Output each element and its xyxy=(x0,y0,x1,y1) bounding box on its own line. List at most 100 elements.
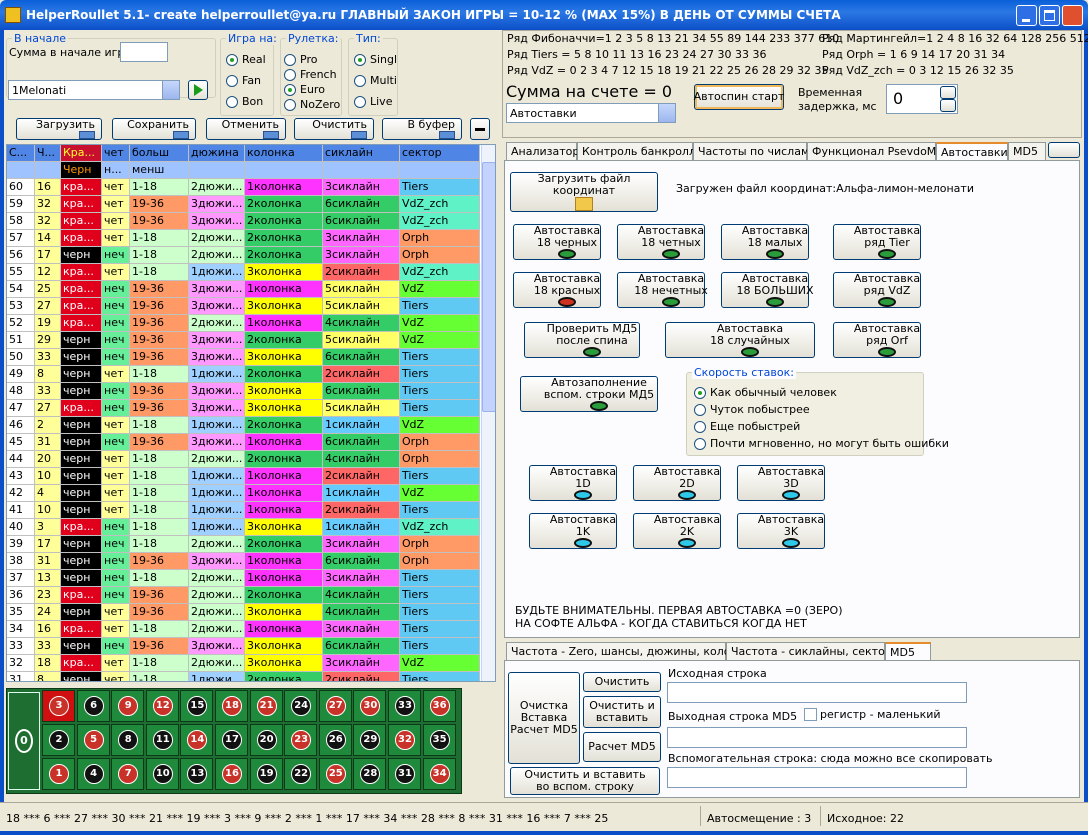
table-cell[interactable]: неч xyxy=(102,536,130,553)
table-cell[interactable]: 3сиклайн xyxy=(323,247,400,264)
roulette-cell[interactable]: 23 xyxy=(284,724,318,756)
radio-button[interactable] xyxy=(354,54,366,66)
table-cell[interactable]: 2дюжи... xyxy=(189,604,245,621)
radio-button[interactable] xyxy=(354,96,366,108)
table-cell[interactable]: VdZ xyxy=(400,655,480,672)
table-cell[interactable]: 12 xyxy=(35,264,61,281)
table-cell[interactable]: 1-18 xyxy=(130,417,189,434)
table-cell[interactable]: 1колонка xyxy=(245,179,323,196)
autobet-button[interactable]: Автоставка 18 красных xyxy=(513,272,601,308)
radio-button[interactable] xyxy=(226,75,238,87)
table-cell[interactable]: Orph xyxy=(400,247,480,264)
table-cell[interactable]: Tiers xyxy=(400,587,480,604)
md5-aux-button[interactable]: Очистить и вставить во вспом. строку xyxy=(510,767,660,795)
table-cell[interactable]: 2дюжи... xyxy=(189,179,245,196)
table-cell[interactable]: 4сиклайн xyxy=(323,604,400,621)
table-cell[interactable]: 3дюжи... xyxy=(189,638,245,655)
table-cell[interactable]: Orph xyxy=(400,434,480,451)
table-cell[interactable]: 2колонка xyxy=(245,451,323,468)
table-cell[interactable]: 19-36 xyxy=(130,434,189,451)
table-cell[interactable]: 2дюжи... xyxy=(189,587,245,604)
minimize-button[interactable] xyxy=(1016,5,1037,26)
table-cell[interactable]: Tiers xyxy=(400,604,480,621)
table-cell[interactable]: 19-36 xyxy=(130,553,189,570)
table-cell[interactable]: 3 xyxy=(35,519,61,536)
table-cell[interactable]: неч xyxy=(102,553,130,570)
radio-button[interactable] xyxy=(226,96,238,108)
table-cell[interactable]: 6сиклайн xyxy=(323,434,400,451)
roulette-cell[interactable]: 21 xyxy=(249,690,283,722)
table-cell[interactable]: 2дюжи... xyxy=(189,536,245,553)
table-cell[interactable]: черн xyxy=(61,485,102,502)
table-cell[interactable]: неч xyxy=(102,434,130,451)
table-cell[interactable]: чет xyxy=(102,655,130,672)
autobet-button[interactable]: Проверить МД5 после спина xyxy=(524,322,640,358)
autobet-button[interactable]: Автоставка 18 нечетных xyxy=(617,272,708,308)
table-cell[interactable]: 19-36 xyxy=(130,604,189,621)
table-cell[interactable]: 17 xyxy=(35,247,61,264)
autospin-button[interactable]: Автоспин старт xyxy=(694,84,784,110)
table-cell[interactable]: 3дюжи... xyxy=(189,281,245,298)
table-cell[interactable]: чет xyxy=(102,604,130,621)
toolbar-button[interactable]: В буфер xyxy=(382,118,462,140)
tab[interactable]: Контроль банкролла xyxy=(577,142,703,161)
autobet-button[interactable]: Автоставка 1D xyxy=(529,465,617,501)
roulette-cell[interactable]: 17 xyxy=(215,724,248,756)
table-cell[interactable]: 3сиклайн xyxy=(323,655,400,672)
profile-combo[interactable]: 1Melonati xyxy=(8,80,180,100)
table-cell[interactable]: черн xyxy=(61,349,102,366)
table-cell[interactable]: 33 xyxy=(35,383,61,400)
table-cell[interactable]: 1-18 xyxy=(130,468,189,485)
table-cell[interactable]: 5сиклайн xyxy=(323,281,400,298)
table-cell[interactable]: Tiers xyxy=(400,468,480,485)
table-cell[interactable]: 1сиклайн xyxy=(323,485,400,502)
table-cell[interactable]: 19-36 xyxy=(130,213,189,230)
roulette-cell[interactable]: 15 xyxy=(180,690,214,722)
table-cell[interactable]: 3колонка xyxy=(245,638,323,655)
table-cell[interactable]: Tiers xyxy=(400,672,480,681)
autobet-button[interactable]: Автоставка 2K xyxy=(633,513,721,549)
table-cell[interactable]: 49 xyxy=(7,366,35,383)
roulette-cell[interactable]: 27 xyxy=(318,690,352,722)
table-cell[interactable]: 19-36 xyxy=(130,196,189,213)
table-cell[interactable]: 10 xyxy=(35,468,61,485)
table-cell[interactable]: 1-18 xyxy=(130,502,189,519)
table-cell[interactable]: 2колонка xyxy=(245,213,323,230)
mode-combo[interactable]: Автоставки xyxy=(506,103,676,123)
collapse-button[interactable] xyxy=(470,118,490,140)
table-cell[interactable]: 24 xyxy=(35,604,61,621)
table-cell[interactable]: чет xyxy=(102,672,130,681)
table-cell[interactable]: 32 xyxy=(7,655,35,672)
table-cell[interactable]: чет xyxy=(102,213,130,230)
roulette-cell[interactable]: 32 xyxy=(388,724,421,756)
table-cell[interactable]: 42 xyxy=(7,485,35,502)
radio-button[interactable] xyxy=(694,387,706,399)
table-cell[interactable]: VdZ_zch xyxy=(400,213,480,230)
table-cell[interactable]: черн xyxy=(61,553,102,570)
table-cell[interactable]: 3дюжи... xyxy=(189,196,245,213)
table-cell[interactable]: 3колонка xyxy=(245,298,323,315)
roulette-cell[interactable]: 18 xyxy=(215,690,248,722)
table-cell[interactable]: 31 xyxy=(35,434,61,451)
roulette-cell[interactable]: 36 xyxy=(422,690,456,722)
table-cell[interactable]: чет xyxy=(102,621,130,638)
table-cell[interactable]: черн xyxy=(61,417,102,434)
table-cell[interactable]: черн xyxy=(61,604,102,621)
table-cell[interactable]: чет xyxy=(102,179,130,196)
table-cell[interactable]: 29 xyxy=(35,332,61,349)
radio-button[interactable] xyxy=(284,84,296,96)
table-cell[interactable]: 3колонка xyxy=(245,400,323,417)
table-cell[interactable]: 1колонка xyxy=(245,434,323,451)
roulette-cell[interactable]: 14 xyxy=(180,724,214,756)
table-cell[interactable]: 6сиклайн xyxy=(323,553,400,570)
table-cell[interactable]: 33 xyxy=(7,638,35,655)
aux-input[interactable] xyxy=(667,767,967,788)
table-cell[interactable]: 38 xyxy=(7,553,35,570)
table-cell[interactable]: 2колонка xyxy=(245,332,323,349)
table-cell[interactable]: Orph xyxy=(400,230,480,247)
source-input[interactable] xyxy=(667,682,967,703)
table-cell[interactable]: кра... xyxy=(61,179,102,196)
table-cell[interactable]: 55 xyxy=(7,264,35,281)
roulette-cell[interactable]: 24 xyxy=(284,690,318,722)
roulette-cell[interactable]: 19 xyxy=(249,758,283,790)
